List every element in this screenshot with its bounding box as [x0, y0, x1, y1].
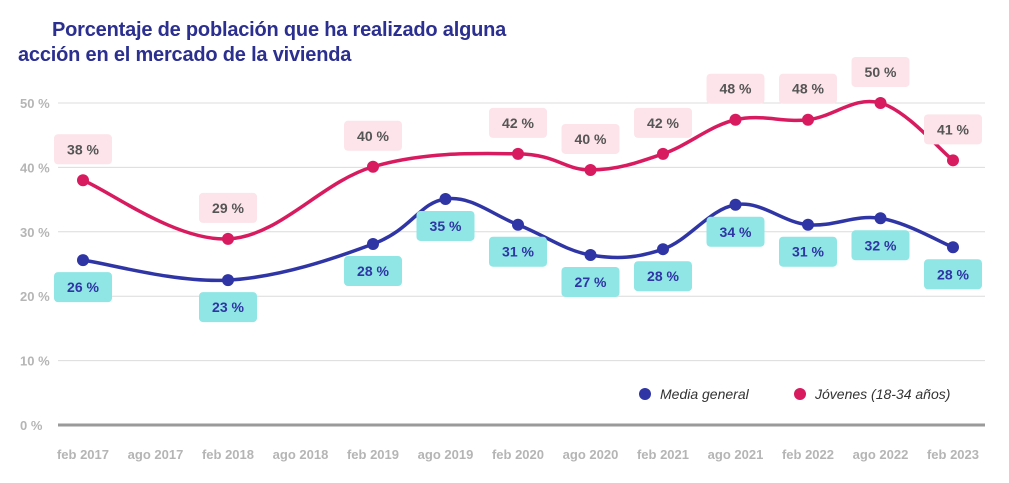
data-point	[584, 248, 597, 261]
data-label-bg	[54, 134, 112, 165]
data-label: 23 %	[212, 299, 244, 315]
x-tick-label: ago 2017	[128, 447, 184, 462]
data-label: 50 %	[865, 64, 897, 80]
data-label: 40 %	[357, 128, 389, 144]
data-label: 31 %	[792, 244, 824, 260]
data-label-bg	[489, 107, 547, 138]
data-point	[802, 218, 814, 231]
chart-title-line-1: Porcentaje de población que ha realizado…	[52, 19, 507, 41]
data-point	[947, 154, 959, 167]
data-label: 48 %	[720, 81, 752, 97]
x-tick-label: feb 2020	[492, 447, 544, 462]
data-label: 29 %	[212, 200, 244, 216]
data-label: 38 %	[67, 141, 99, 157]
data-label-bg	[199, 292, 257, 323]
x-tick-label: ago 2021	[708, 447, 764, 462]
data-point	[512, 218, 524, 231]
y-tick-label: 0 %	[20, 418, 43, 433]
data-label: 40 %	[575, 131, 607, 147]
data-label-bg	[416, 210, 475, 241]
data-label: 28 %	[357, 263, 389, 279]
y-tick-label: 30 %	[20, 225, 50, 240]
x-tick-label: ago 2018	[273, 447, 329, 462]
data-point	[222, 232, 234, 245]
data-label-bg	[561, 266, 620, 297]
data-label-bg	[851, 57, 910, 87]
data-label-bg	[634, 261, 692, 292]
legend-label: Jóvenes (18-34 años)	[814, 386, 950, 402]
x-tick-label: feb 2018	[202, 447, 254, 462]
data-point	[729, 113, 742, 126]
data-point	[77, 254, 89, 267]
y-tick-label: 40 %	[20, 160, 50, 175]
data-label-bg	[344, 256, 402, 287]
data-point	[874, 97, 887, 109]
data-point	[77, 174, 89, 187]
data-label: 42 %	[502, 115, 534, 131]
data-label-bg	[634, 107, 692, 138]
data-label: 48 %	[792, 81, 824, 97]
data-point	[947, 241, 959, 254]
x-tick-label: feb 2017	[57, 447, 109, 462]
x-tick-label: feb 2021	[637, 447, 689, 462]
data-label: 28 %	[937, 266, 969, 282]
data-point	[439, 192, 452, 205]
chart-title-line-2: acción en el mercado de la vivienda	[18, 44, 352, 66]
legend-label: Media general	[660, 386, 750, 402]
data-label: 31 %	[502, 244, 534, 260]
data-label: 35 %	[430, 218, 462, 234]
data-label-bg	[851, 230, 910, 261]
data-label-bg	[706, 216, 765, 247]
data-label-bg	[706, 73, 765, 104]
y-tick-label: 10 %	[20, 354, 50, 369]
data-point	[874, 212, 887, 225]
data-label-bg	[561, 123, 620, 154]
data-label-bg	[489, 236, 547, 267]
data-label-bg	[54, 272, 112, 303]
data-label-bg	[199, 192, 257, 223]
data-label: 28 %	[647, 268, 679, 284]
data-label: 32 %	[865, 237, 897, 253]
y-tick-label: 20 %	[20, 289, 50, 304]
data-point	[367, 160, 379, 173]
data-label-bg	[924, 114, 982, 145]
data-point	[512, 147, 524, 160]
x-tick-label: ago 2022	[853, 447, 909, 462]
data-label: 27 %	[575, 274, 607, 290]
data-label-bg	[779, 73, 837, 104]
chart-title: Porcentaje de población que ha realizado…	[18, 18, 506, 68]
y-tick-label: 50 %	[20, 96, 50, 111]
x-tick-label: ago 2020	[563, 447, 619, 462]
data-point	[584, 163, 597, 176]
legend-marker	[794, 388, 806, 400]
data-point	[729, 198, 742, 211]
x-tick-label: ago 2019	[418, 447, 474, 462]
data-label-bg	[344, 120, 402, 151]
data-label: 41 %	[937, 121, 969, 137]
data-label: 34 %	[720, 224, 752, 240]
x-tick-label: feb 2019	[347, 447, 399, 462]
data-label: 42 %	[647, 115, 679, 131]
data-point	[367, 238, 379, 251]
x-tick-label: feb 2023	[927, 447, 979, 462]
data-label-bg	[924, 259, 982, 290]
data-label: 26 %	[67, 279, 99, 295]
data-point	[657, 147, 669, 160]
data-point	[802, 113, 814, 126]
x-tick-label: feb 2022	[782, 447, 834, 462]
data-point	[657, 243, 669, 256]
data-label-bg	[779, 236, 837, 267]
data-point	[222, 274, 234, 287]
legend-marker	[639, 388, 651, 400]
